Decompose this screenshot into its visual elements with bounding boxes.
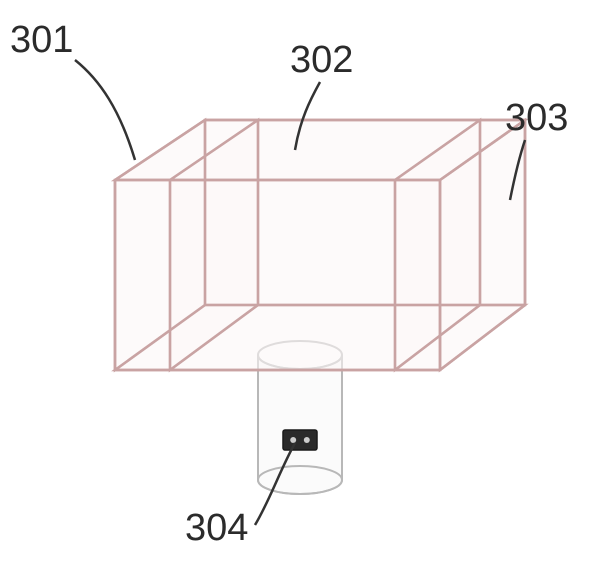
leader-301: [75, 60, 135, 160]
label-301: 301: [10, 19, 73, 61]
label-303: 303: [505, 97, 568, 139]
technical-diagram: 301 302 303 304: [0, 0, 591, 569]
label-304: 304: [185, 507, 248, 549]
label-302: 302: [290, 39, 353, 81]
sensor-chip-304: [283, 430, 317, 450]
box-assembly: [115, 120, 525, 370]
